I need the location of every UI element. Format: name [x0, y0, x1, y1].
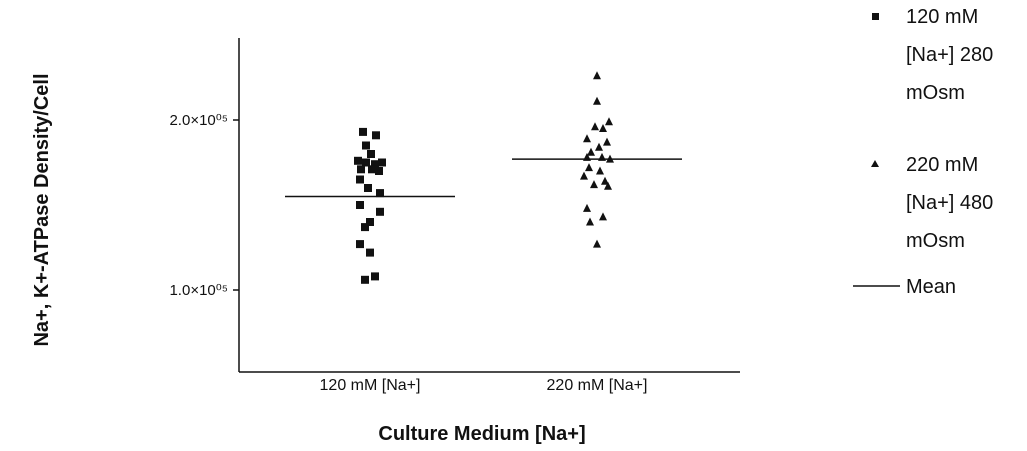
x-category-label: 220 mM [Na+] — [547, 377, 648, 394]
square-point — [361, 275, 369, 284]
triangle-point — [596, 166, 604, 175]
triangle-point — [586, 217, 594, 226]
square-point — [356, 201, 364, 209]
triangle-point — [580, 171, 588, 180]
square-point — [371, 160, 379, 169]
y-tick-label: 1.0×10⁰⁵ — [169, 282, 228, 299]
square-point — [362, 141, 370, 150]
triangle-point — [601, 176, 609, 185]
triangle-point — [599, 124, 607, 132]
mean-lines — [285, 158, 682, 198]
legend-label-line: 220 mM — [906, 154, 978, 176]
square-point — [366, 218, 374, 226]
x-category-label: 120 mM [Na+] — [320, 377, 421, 394]
legend-square-marker — [872, 13, 879, 20]
triangle-point — [593, 71, 601, 80]
triangle-point — [605, 117, 613, 126]
legend: 120 mM [Na+] 280 mOsm 220 mM [Na+] 480 m… — [853, 6, 993, 298]
square-point — [357, 165, 365, 174]
square-point — [376, 189, 384, 198]
square-point — [354, 156, 362, 165]
square-point — [368, 165, 376, 174]
triangle-point — [599, 212, 607, 221]
legend-label-line: 120 mM — [906, 6, 978, 28]
square-point — [367, 150, 375, 158]
triangle-point — [591, 122, 599, 131]
square-point — [362, 158, 370, 167]
square-point — [375, 167, 383, 175]
triangle-point — [604, 181, 612, 190]
y-axis-ticks: 1.0×10⁰⁵ 2.0×10⁰⁵ — [169, 112, 239, 299]
square-point — [371, 272, 379, 281]
y-axis-title: Na+, K+-ATPase Density/Cell — [31, 73, 53, 346]
triangle-point — [583, 203, 591, 212]
square-point — [361, 223, 369, 232]
y-tick-label: 2.0×10⁰⁵ — [169, 112, 228, 129]
triangle-point — [590, 180, 598, 189]
triangle-point — [593, 239, 601, 248]
square-point — [366, 248, 374, 257]
data-points — [354, 71, 614, 284]
triangle-point — [583, 134, 591, 143]
square-point — [356, 240, 364, 249]
triangle-point — [603, 137, 611, 146]
legend-label-line: [Na+] 480 — [906, 192, 993, 214]
square-point — [356, 175, 364, 184]
triangle-point — [593, 96, 601, 105]
x-axis-title: Culture Medium [Na+] — [378, 423, 585, 445]
legend-triangle-marker — [871, 160, 879, 167]
legend-label-line: Mean — [906, 276, 956, 298]
legend-label-line: [Na+] 280 — [906, 44, 993, 66]
square-point — [372, 131, 380, 140]
legend-label-line: mOsm — [906, 230, 965, 252]
square-point — [364, 184, 372, 192]
square-point — [378, 158, 386, 167]
triangle-point — [585, 163, 593, 172]
triangle-point — [595, 142, 603, 151]
triangle-point — [587, 147, 595, 156]
legend-label-line: mOsm — [906, 82, 965, 104]
square-point — [376, 207, 384, 216]
square-point — [359, 127, 367, 136]
